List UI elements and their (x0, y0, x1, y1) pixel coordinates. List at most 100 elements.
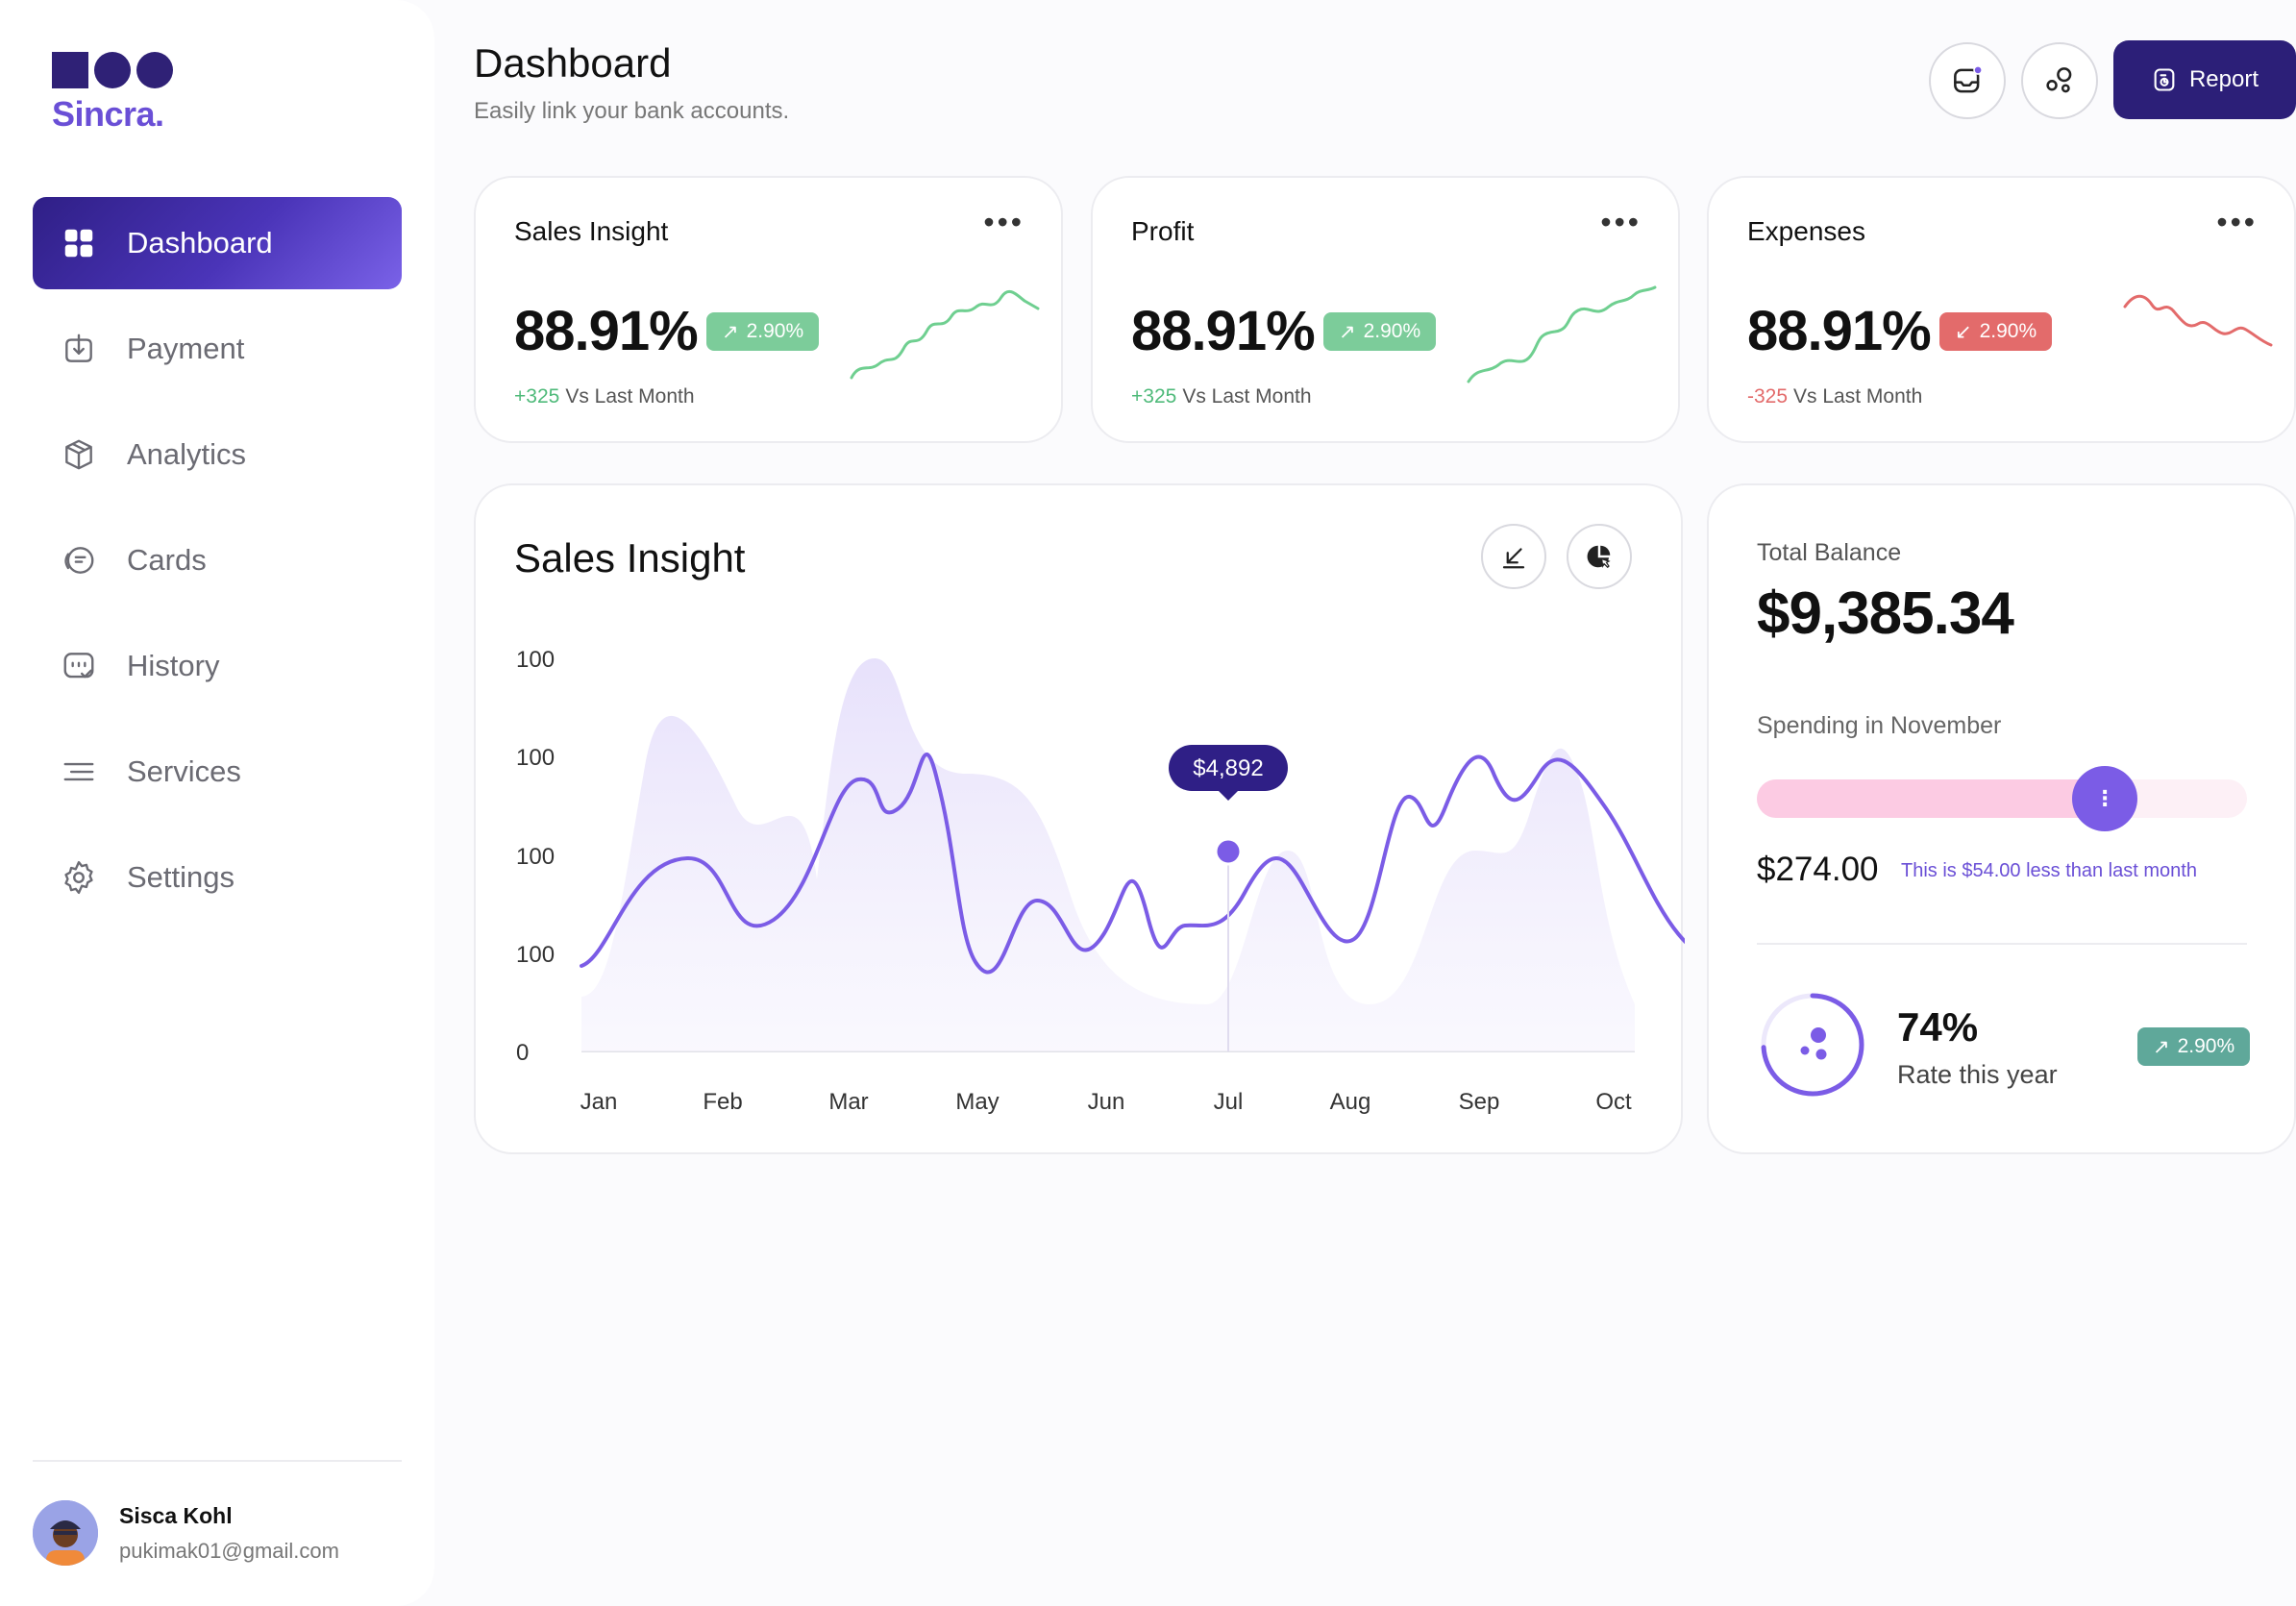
brand-name: Sincra. (52, 94, 164, 134)
tooltip-pointer (1219, 791, 1238, 801)
history-icon (60, 647, 98, 685)
apps-button[interactable] (2021, 42, 2098, 119)
total-balance-value: $9,385.34 (1757, 581, 2014, 647)
kpi-delta: +325 (1131, 385, 1177, 408)
more-options-icon[interactable]: ••• (2216, 205, 2258, 239)
kpi-change-badge: ↙ 2.90% (1939, 312, 2053, 351)
sidebar-item-label: History (127, 649, 220, 682)
y-tick-label: 100 (516, 844, 555, 870)
sales-series-line (580, 752, 1685, 975)
bubble-dot-icon (1815, 1049, 1827, 1060)
total-balance-label: Total Balance (1757, 539, 1902, 566)
kpi-change-badge: ↗ 2.90% (706, 312, 820, 351)
chart-background-area (581, 658, 1635, 1051)
kpi-title: Sales Insight (514, 216, 669, 246)
kpi-sparkline (1467, 285, 1657, 383)
analytics-box-icon (60, 435, 98, 474)
kpi-card-sales: Sales Insight ••• 88.91% ↗ 2.90% +325 Vs … (474, 176, 1063, 443)
sales-insight-chart-card: Sales Insight 100 100 100 100 0 Jan Feb Mar May J… (474, 483, 1685, 1154)
sidebar-item-label: Services (127, 754, 241, 788)
spending-amount: $274.00 (1757, 851, 1879, 888)
report-doc-icon (2154, 68, 2175, 91)
chart-download-button[interactable] (1481, 524, 1546, 589)
sidebar-item-settings[interactable]: Settings (33, 831, 402, 924)
sales-line-chart: 100 100 100 100 0 Jan Feb Mar May Jun Jul Aug Sep Oct… (516, 647, 1685, 1115)
rate-value: 74% (1897, 1004, 1979, 1050)
bubble-dot-icon (1811, 1027, 1826, 1043)
x-tick-label: May (955, 1089, 999, 1115)
sidebar-item-history[interactable]: History (33, 620, 402, 712)
x-tick-label: Oct (1595, 1089, 1632, 1115)
kpi-card-profit: Profit ••• 88.91% ↗ 2.90% +325 Vs Last Mo… (1091, 176, 1680, 443)
rate-change-badge: ↗ 2.90% (2137, 1027, 2251, 1066)
kpi-title: Profit (1131, 216, 1195, 246)
report-button-label: Report (2188, 66, 2259, 92)
rate-label: Rate this year (1897, 1060, 2058, 1089)
kpi-value: 88.91% (514, 300, 699, 362)
sidebar-item-analytics[interactable]: Analytics (33, 408, 402, 501)
arrow-down-left-icon: ↙ (1955, 320, 1972, 343)
sidebar-item-payment[interactable]: Payment (33, 303, 402, 395)
kpi-delta: -325 (1747, 385, 1789, 408)
sidebar: Sincra. Dashboard Payment Analytics Card… (0, 0, 434, 1606)
spending-label: Spending in November (1757, 712, 2002, 739)
dashboard-grid-icon (60, 224, 98, 262)
kpi-sparkline (850, 289, 1040, 380)
page-title: Dashboard (474, 40, 672, 86)
arrow-up-right-icon: ↗ (722, 320, 739, 343)
brand-logo[interactable]: Sincra. (52, 52, 173, 135)
circles-apps-icon (2046, 67, 2072, 93)
kpi-card-expenses: Expenses ••• 88.91% ↙ 2.90% -325 Vs Last … (1707, 176, 2296, 443)
sidebar-nav: Dashboard Payment Analytics Cards Histor… (33, 197, 402, 937)
y-tick-label: 100 (516, 647, 555, 673)
sidebar-item-label: Analytics (127, 437, 247, 471)
total-balance-card: Total Balance $9,385.34 Spending in Nove… (1707, 483, 2296, 1154)
kpi-footnote: +325 Vs Last Month (1131, 385, 1312, 408)
more-options-icon[interactable]: ••• (1600, 205, 1642, 239)
y-tick-label: 0 (516, 1040, 529, 1066)
y-tick-label: 100 (516, 942, 555, 968)
kpi-value: 88.91% (1747, 300, 1932, 362)
spending-slider-handle[interactable]: ⋮ (2072, 766, 2138, 831)
report-button[interactable]: Report (2113, 40, 2296, 119)
x-tick-label: Jun (1088, 1089, 1125, 1115)
spending-slider-fill (1757, 779, 2106, 818)
balance-divider (1757, 943, 2247, 945)
sidebar-item-services[interactable]: Services (33, 726, 402, 818)
notifications-button[interactable] (1929, 42, 2006, 119)
x-tick-label: Jul (1214, 1089, 1244, 1115)
pie-chart-icon (1587, 545, 1611, 569)
rate-badge-value: 2.90% (2177, 1035, 2235, 1057)
rate-progress-ring (1761, 993, 1864, 1097)
sidebar-item-label: Payment (127, 332, 245, 365)
user-profile[interactable]: Sisca Kohl pukimak01@gmail.com (33, 1500, 339, 1566)
kpi-badge-value: 2.90% (1979, 320, 2037, 342)
more-options-icon[interactable]: ••• (983, 205, 1025, 239)
spending-note: This is $54.00 less than last month (1901, 860, 2197, 881)
chart-type-button[interactable] (1567, 524, 1632, 589)
bubble-dot-icon (1800, 1046, 1810, 1055)
kpi-foot-text: Vs Last Month (1793, 385, 1923, 408)
arrow-up-right-icon: ↗ (1339, 320, 1356, 343)
user-email: pukimak01@gmail.com (119, 1538, 339, 1563)
x-tick-label: Mar (828, 1089, 868, 1115)
kpi-foot-text: Vs Last Month (565, 385, 695, 408)
spending-slider[interactable]: ⋮ (1757, 766, 2247, 831)
vertical-dots-icon: ⋮ (2094, 786, 2116, 810)
services-icon (60, 753, 98, 791)
sidebar-item-cards[interactable]: Cards (33, 514, 402, 606)
x-tick-label: Sep (1459, 1089, 1500, 1115)
logo-square-shape (52, 52, 88, 88)
sidebar-item-label: Cards (127, 543, 207, 577)
logo-mark (52, 52, 173, 88)
logo-circle-shape (136, 52, 173, 88)
tooltip-value: $4,892 (1193, 755, 1263, 781)
payment-icon (60, 330, 98, 368)
x-tick-label: Feb (703, 1089, 742, 1115)
sidebar-item-dashboard[interactable]: Dashboard (33, 197, 402, 289)
highlight-point (1214, 837, 1243, 866)
settings-gear-icon (60, 858, 98, 897)
kpi-change-badge: ↗ 2.90% (1323, 312, 1437, 351)
user-name: Sisca Kohl (119, 1502, 233, 1528)
kpi-value: 88.91% (1131, 300, 1316, 362)
